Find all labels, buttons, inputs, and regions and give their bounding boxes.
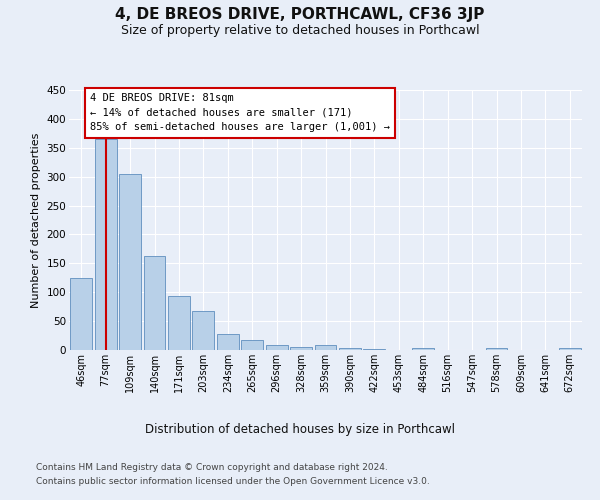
Bar [559,348,581,350]
Bar [290,346,312,350]
Text: Contains HM Land Registry data © Crown copyright and database right 2024.: Contains HM Land Registry data © Crown c… [36,462,388,471]
Text: Contains public sector information licensed under the Open Government Licence v3: Contains public sector information licen… [36,478,430,486]
Bar [314,346,337,350]
Text: Size of property relative to detached houses in Porthcawl: Size of property relative to detached ho… [121,24,479,37]
Bar [95,139,116,350]
Text: 4 DE BREOS DRIVE: 81sqm
← 14% of detached houses are smaller (171)
85% of semi-d: 4 DE BREOS DRIVE: 81sqm ← 14% of detache… [90,93,390,132]
Bar [193,310,214,350]
Text: Distribution of detached houses by size in Porthcawl: Distribution of detached houses by size … [145,422,455,436]
Bar [266,346,287,350]
Bar [70,278,92,350]
Bar [119,174,141,350]
Bar [485,348,508,350]
Bar [168,296,190,350]
Bar [241,340,263,350]
Y-axis label: Number of detached properties: Number of detached properties [31,132,41,308]
Bar [339,348,361,350]
Text: 4, DE BREOS DRIVE, PORTHCAWL, CF36 3JP: 4, DE BREOS DRIVE, PORTHCAWL, CF36 3JP [115,8,485,22]
Bar [412,348,434,350]
Bar [217,334,239,350]
Bar [143,256,166,350]
